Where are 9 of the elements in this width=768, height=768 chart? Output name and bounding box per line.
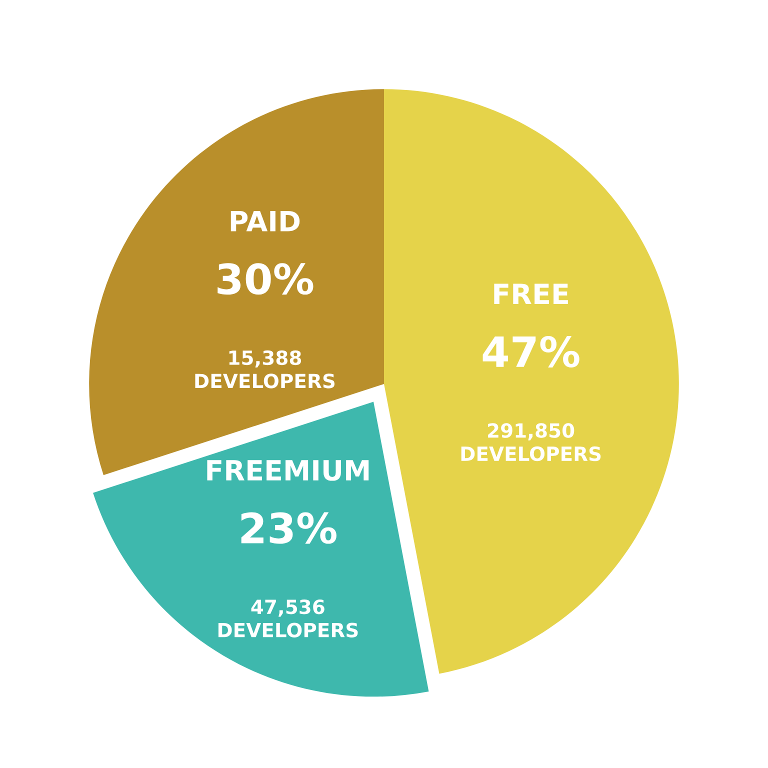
data-label: 30% <box>218 263 314 295</box>
slice-label: FREEMIUM <box>207 460 369 481</box>
data-label: 23% <box>241 512 336 544</box>
data-label: 47% <box>482 336 580 368</box>
text: 15,388 DEVELOPERS <box>195 350 335 388</box>
text: 291,850 DEVELOPERS <box>461 423 601 462</box>
slice-label: FREE <box>494 284 568 304</box>
slice-label: PAID <box>230 211 300 232</box>
text: 47,536 DEVELOPERS <box>218 599 358 638</box>
